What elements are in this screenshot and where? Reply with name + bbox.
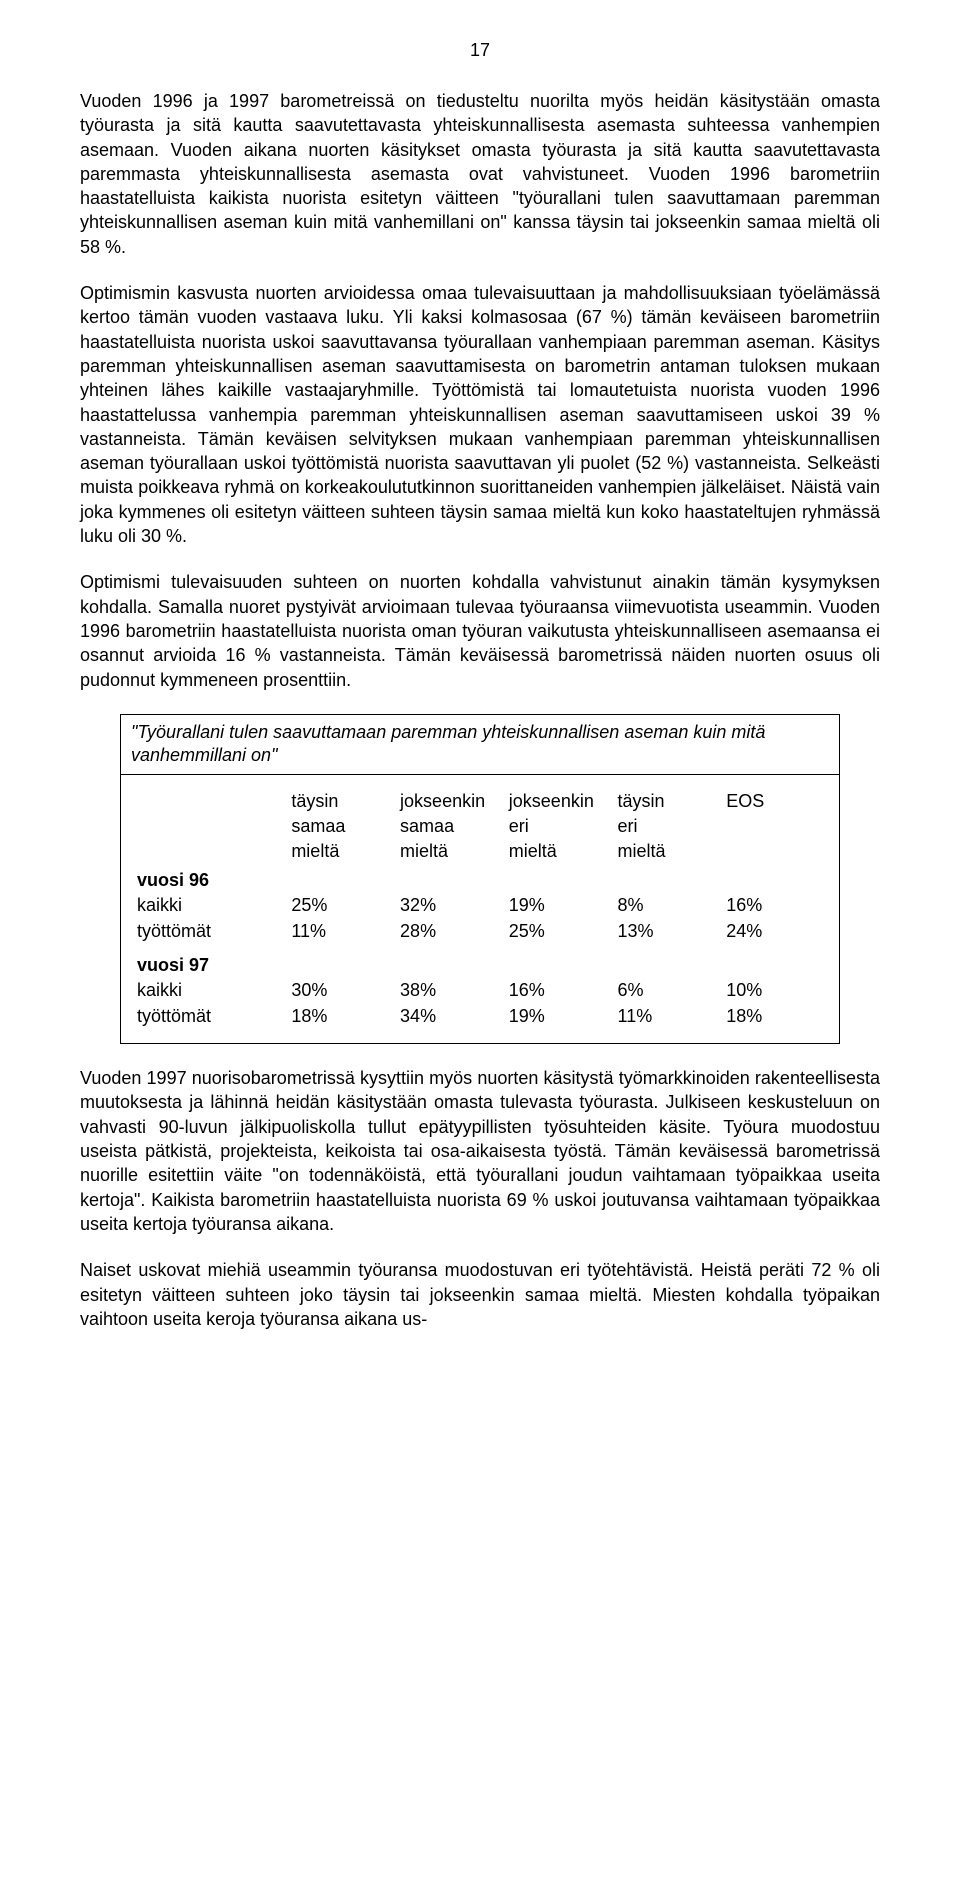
table-row: kaikki 25% 32% 19% 8% 16%: [131, 893, 829, 918]
row-label: kaikki: [131, 978, 285, 1003]
year-96-label-row: vuosi 96: [131, 865, 829, 893]
cell: 32%: [394, 893, 503, 918]
cell: 28%: [394, 919, 503, 944]
page-number: 17: [80, 40, 880, 61]
cell: 16%: [720, 893, 829, 918]
survey-table: "Työurallani tulen saavuttamaan paremman…: [120, 714, 840, 1044]
cell: 11%: [612, 1004, 721, 1029]
col-header: täysin: [612, 789, 721, 814]
year-label: vuosi 96: [131, 865, 285, 893]
cell: 24%: [720, 919, 829, 944]
cell: 25%: [285, 893, 394, 918]
cell: 16%: [503, 978, 612, 1003]
table-caption: "Työurallani tulen saavuttamaan paremman…: [120, 714, 840, 774]
cell: 30%: [285, 978, 394, 1003]
row-label: työttömät: [131, 919, 285, 944]
cell: 8%: [612, 893, 721, 918]
table-row: työttömät 11% 28% 25% 13% 24%: [131, 919, 829, 944]
row-label: työttömät: [131, 1004, 285, 1029]
year-97-label-row: vuosi 97: [131, 944, 829, 978]
cell: 19%: [503, 893, 612, 918]
header-row-1: täysin jokseenkin jokseenkin täysin EOS: [131, 789, 829, 814]
paragraph-5: Naiset uskovat miehiä useammin työuransa…: [80, 1258, 880, 1331]
row-label: kaikki: [131, 893, 285, 918]
cell: 34%: [394, 1004, 503, 1029]
col-header: EOS: [720, 789, 829, 814]
cell: 10%: [720, 978, 829, 1003]
table-row: työttömät 18% 34% 19% 11% 18%: [131, 1004, 829, 1029]
data-table: täysin jokseenkin jokseenkin täysin EOS …: [131, 789, 829, 1030]
col-header: mieltä: [285, 839, 394, 864]
col-header: eri: [503, 814, 612, 839]
table-body: täysin jokseenkin jokseenkin täysin EOS …: [120, 774, 840, 1045]
paragraph-2: Optimismin kasvusta nuorten arvioidessa …: [80, 281, 880, 548]
paragraph-1: Vuoden 1996 ja 1997 barometreissä on tie…: [80, 89, 880, 259]
cell: 18%: [285, 1004, 394, 1029]
header-row-2: samaa samaa eri eri: [131, 814, 829, 839]
cell: 38%: [394, 978, 503, 1003]
year-label: vuosi 97: [131, 944, 285, 978]
col-header: mieltä: [394, 839, 503, 864]
paragraph-4: Vuoden 1997 nuorisobarometrissä kysyttii…: [80, 1066, 880, 1236]
cell: 6%: [612, 978, 721, 1003]
document-page: 17 Vuoden 1996 ja 1997 barometreissä on …: [0, 0, 960, 1393]
col-header: eri: [612, 814, 721, 839]
cell: 19%: [503, 1004, 612, 1029]
table-row: kaikki 30% 38% 16% 6% 10%: [131, 978, 829, 1003]
cell: 11%: [285, 919, 394, 944]
col-header: samaa: [394, 814, 503, 839]
col-header: mieltä: [612, 839, 721, 864]
cell: 13%: [612, 919, 721, 944]
paragraph-3: Optimismi tulevaisuuden suhteen on nuort…: [80, 570, 880, 691]
col-header: samaa: [285, 814, 394, 839]
header-row-3: mieltä mieltä mieltä mieltä: [131, 839, 829, 864]
col-header: jokseenkin: [394, 789, 503, 814]
cell: 25%: [503, 919, 612, 944]
col-header: jokseenkin: [503, 789, 612, 814]
col-header: täysin: [285, 789, 394, 814]
col-header: mieltä: [503, 839, 612, 864]
cell: 18%: [720, 1004, 829, 1029]
